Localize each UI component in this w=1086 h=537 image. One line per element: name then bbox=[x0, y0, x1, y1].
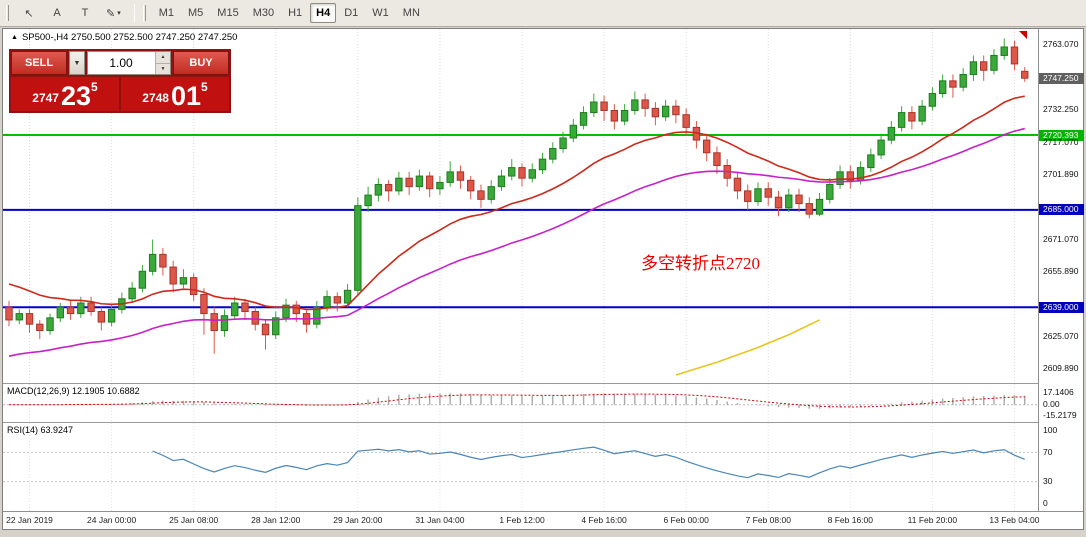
time-axis-label: 29 Jan 20:00 bbox=[333, 515, 383, 525]
tick-up-icon: ▲ bbox=[11, 34, 18, 41]
toolbar-grip-handle[interactable] bbox=[6, 5, 9, 21]
price-axis-label: 0.00 bbox=[1043, 399, 1060, 410]
buy-button[interactable]: BUY bbox=[173, 51, 229, 75]
pane-rsi[interactable]: RSI(14) 63.9247 bbox=[3, 423, 1039, 511]
ask-price-pips: 01 bbox=[170, 81, 202, 111]
text-label-tool-button[interactable]: T bbox=[81, 7, 89, 19]
trade-buttons-row: SELL ▼ ▲ ▼ BUY bbox=[11, 51, 229, 75]
price-axis-label: 2717.070 bbox=[1043, 136, 1079, 147]
timeframe-button-mn[interactable]: MN bbox=[402, 7, 420, 19]
price-axis-label: 2639.000 bbox=[1039, 301, 1084, 313]
ask-price-main: 2748 bbox=[142, 91, 169, 105]
time-axis-label: 25 Jan 08:00 bbox=[169, 515, 219, 525]
timeframe-grip-handle[interactable] bbox=[142, 5, 146, 21]
time-axis-label: 7 Feb 08:00 bbox=[745, 515, 791, 525]
bid-price-main: 2747 bbox=[32, 91, 59, 105]
time-axis-label: 11 Feb 20:00 bbox=[907, 515, 958, 525]
chevron-down-icon: ▾ bbox=[117, 10, 121, 17]
time-axis-label: 22 Jan 2019 bbox=[6, 515, 53, 525]
spin-down-icon[interactable]: ▼ bbox=[155, 62, 170, 74]
ask-price-box: 2748 01 5 bbox=[121, 77, 229, 111]
pane-splitter[interactable] bbox=[3, 383, 1083, 384]
price-axis-label: 2701.890 bbox=[1043, 168, 1079, 179]
timeframe-button-h1[interactable]: H1 bbox=[288, 7, 303, 19]
time-axis-label: 8 Feb 16:00 bbox=[827, 515, 873, 525]
ma-yellow-segment bbox=[675, 319, 820, 376]
price-axis-label: 30 bbox=[1043, 476, 1053, 487]
macd-canvas[interactable] bbox=[3, 384, 1039, 422]
drawing-tools-group: ↖ A T ✎ ▾ bbox=[15, 3, 128, 23]
price-axis-label: 2685.000 bbox=[1039, 204, 1084, 216]
bid-price-point: 5 bbox=[91, 80, 98, 94]
timeframe-button-h4[interactable]: H4 bbox=[310, 3, 337, 23]
rsi-line bbox=[152, 446, 1025, 479]
pane-splitter[interactable] bbox=[3, 422, 1083, 423]
price-axis-label: 2720.393 bbox=[1039, 129, 1084, 141]
price-axis-label: 100 bbox=[1043, 424, 1058, 435]
cursor-tool-button[interactable]: ↖ bbox=[24, 7, 34, 20]
draw-tool-button[interactable]: ✎ ▾ bbox=[106, 7, 121, 20]
pane-main[interactable]: ▲ SP500-,H4 2750.500 2752.500 2747.250 2… bbox=[3, 29, 1039, 383]
timeframe-group: M1 M5 M15 M30 H1 H4 D1 W1 MN bbox=[152, 3, 427, 23]
price-axis-label: 2747.250 bbox=[1039, 72, 1084, 84]
volume-input[interactable] bbox=[88, 52, 154, 74]
chart-window: ▲ SP500-,H4 2750.500 2752.500 2747.250 2… bbox=[2, 28, 1084, 530]
macd-signal-line bbox=[8, 393, 1025, 408]
volume-field-wrap: ▲ ▼ bbox=[87, 51, 171, 75]
price-axis-label: -15.2179 bbox=[1043, 409, 1077, 420]
timeframe-button-d1[interactable]: D1 bbox=[344, 7, 359, 19]
top-toolbar: ↖ A T ✎ ▾ M1 M5 M15 M30 H1 H4 D1 W1 MN bbox=[0, 0, 1086, 27]
levels-layer bbox=[3, 134, 1039, 309]
price-axis-label: 70 bbox=[1043, 446, 1053, 457]
ask-price-point: 5 bbox=[201, 80, 208, 94]
price-axis[interactable]: 2763.070 2747.250 2732.250 2720.393 2717.070… bbox=[1038, 29, 1084, 511]
volume-spinner: ▲ ▼ bbox=[155, 52, 170, 74]
pane-macd[interactable]: MACD(12,26,9) 12.1905 10.6882 bbox=[3, 384, 1039, 422]
chart-shift-marker-icon[interactable] bbox=[1019, 31, 1027, 39]
time-axis-label: 1 Feb 12:00 bbox=[499, 515, 545, 525]
toolbar-separator bbox=[133, 4, 135, 22]
macd-histogram bbox=[18, 393, 1026, 409]
macd-indicator-label: MACD(12,26,9) 12.1905 10.6882 bbox=[7, 386, 140, 396]
price-axis-label: 2763.070 bbox=[1043, 39, 1079, 50]
bid-price-pips: 23 bbox=[60, 81, 92, 111]
price-axis-label: 2655.890 bbox=[1043, 266, 1079, 276]
bid-price-box: 2747 23 5 bbox=[11, 77, 119, 111]
trade-options-dropdown[interactable]: ▼ bbox=[69, 51, 85, 75]
rsi-canvas[interactable] bbox=[3, 423, 1039, 511]
time-axis-label: 4 Feb 16:00 bbox=[581, 515, 627, 525]
price-axis-label: 2625.070 bbox=[1043, 331, 1079, 342]
sell-button[interactable]: SELL bbox=[11, 51, 67, 75]
ma-slow-magenta bbox=[8, 127, 1025, 357]
time-axis[interactable]: 22 Jan 2019 24 Jan 00:00 25 Jan 08:00 28 Ja… bbox=[3, 511, 1083, 529]
text-annotation-tool-button[interactable]: A bbox=[53, 7, 61, 19]
chevron-down-icon: ▼ bbox=[73, 59, 81, 67]
price-axis-label: 17.1406 bbox=[1043, 387, 1074, 398]
time-axis-label: 31 Jan 04:00 bbox=[415, 515, 465, 525]
time-axis-label: 24 Jan 00:00 bbox=[87, 515, 137, 525]
price-axis-label: 2671.070 bbox=[1043, 233, 1079, 244]
timeframe-button-m30[interactable]: M30 bbox=[252, 7, 275, 19]
price-axis-label: 2609.890 bbox=[1043, 363, 1079, 374]
time-axis-label: 13 Feb 04:00 bbox=[989, 515, 1040, 525]
chart-text-annotation: 多空转折点2720 bbox=[641, 254, 760, 273]
timeframe-button-m15[interactable]: M15 bbox=[217, 7, 239, 19]
timeframe-button-w1[interactable]: W1 bbox=[372, 7, 389, 19]
chart-header: ▲ SP500-,H4 2750.500 2752.500 2747.250 2… bbox=[11, 32, 237, 43]
chart-header-text: SP500-,H4 2750.500 2752.500 2747.250 274… bbox=[21, 32, 238, 43]
one-click-trade-panel: SELL ▼ ▲ ▼ BUY 2747 23 5 bbox=[9, 49, 231, 113]
spin-up-icon[interactable]: ▲ bbox=[155, 52, 170, 63]
timeframe-button-m5[interactable]: M5 bbox=[188, 7, 204, 19]
price-axis-label: 0 bbox=[1043, 498, 1048, 509]
price-axis-label: 2732.250 bbox=[1043, 104, 1079, 115]
main-chart-canvas[interactable] bbox=[3, 29, 1039, 383]
ma-fast-red bbox=[8, 95, 1025, 311]
trade-prices-row: 2747 23 5 2748 01 5 bbox=[11, 77, 229, 111]
time-axis-label: 28 Jan 12:00 bbox=[251, 515, 301, 525]
timeframe-button-m1[interactable]: M1 bbox=[158, 7, 175, 19]
time-axis-label: 6 Feb 00:00 bbox=[663, 515, 709, 525]
candles-layer bbox=[5, 38, 1029, 354]
rsi-indicator-label: RSI(14) 63.9247 bbox=[7, 425, 74, 435]
